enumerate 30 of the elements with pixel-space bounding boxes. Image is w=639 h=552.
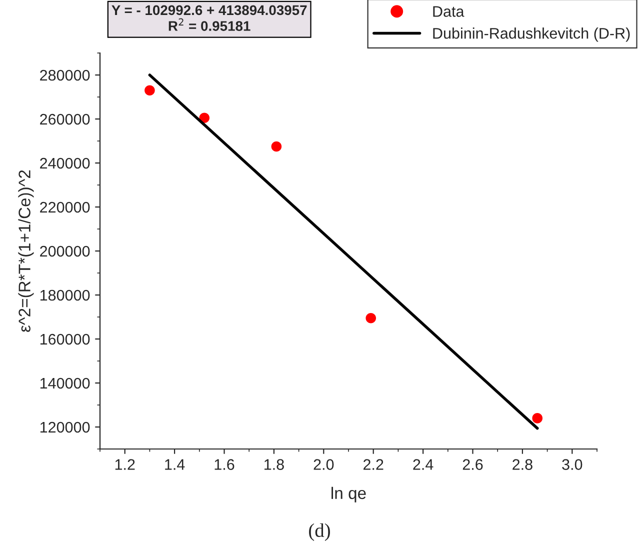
text: (d) <box>309 523 330 541</box>
x-tick-label: 1.4 <box>165 459 185 470</box>
point <box>532 413 543 424</box>
x-tick-label: 2.6 <box>462 459 483 470</box>
y-axis-title: ε^2=(R*T*(1+1/Ce))^2 <box>18 170 34 332</box>
y-tick-label: 280000 <box>40 70 90 81</box>
point <box>366 312 376 324</box>
x-tick-label: 1.6 <box>214 459 234 470</box>
point <box>271 141 282 152</box>
y-tick-label: 220000 <box>40 202 90 213</box>
y-tick-label: 120000 <box>40 422 90 433</box>
legend-label: Dubinin-Radushkevitch (D-R) <box>433 28 630 42</box>
point <box>199 112 210 124</box>
y-tick-label: 140000 <box>40 378 90 389</box>
x-tick-label: 2.8 <box>512 459 532 470</box>
x-tick-label: 2.4 <box>413 459 434 470</box>
y-tick-label: 240000 <box>40 158 90 169</box>
x-tick-label: 3.0 <box>562 459 582 470</box>
x-axis-title: ln qe <box>332 486 366 502</box>
y-tick-label: 160000 <box>40 334 90 345</box>
x-tick-label: 1.8 <box>264 459 284 470</box>
x-tick-label: 2.0 <box>314 459 334 470</box>
y-tick-label: 180000 <box>40 290 90 301</box>
x-tick-label: 1.2 <box>115 459 135 470</box>
legend-label: Data <box>433 6 464 17</box>
y-tick-label: 200000 <box>40 246 90 257</box>
text: Y = - 102992.6 + 413894.03957 R$^{2}$ = 0.95181 <box>112 5 307 31</box>
point <box>144 85 155 96</box>
x-tick-label: 2.2 <box>364 459 384 470</box>
y-tick-label: 260000 <box>40 114 90 125</box>
